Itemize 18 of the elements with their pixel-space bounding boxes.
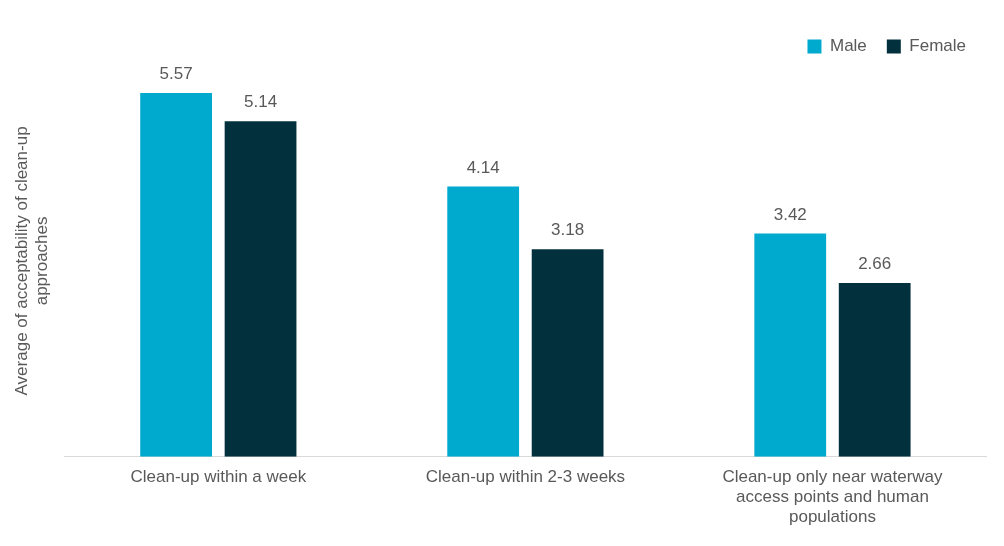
legend-label: Female xyxy=(909,36,966,56)
data-label: 2.66 xyxy=(858,254,892,274)
bar xyxy=(838,283,911,457)
x-tick-label: Clean-up only near waterway access points and human populations xyxy=(722,466,944,527)
y-axis-title: Average of acceptability of clean-up approaches xyxy=(11,126,52,396)
data-label: 3.18 xyxy=(551,220,585,240)
bar xyxy=(754,233,827,457)
bar xyxy=(531,249,604,457)
data-label: 5.57 xyxy=(159,64,193,84)
bar xyxy=(224,121,297,457)
bar xyxy=(447,186,520,457)
data-label: 3.42 xyxy=(773,204,807,224)
bar xyxy=(140,93,212,457)
x-tick-label: Clean-up within 2-3 weeks xyxy=(425,466,626,486)
data-label: 4.14 xyxy=(466,157,500,177)
x-tick-label: Clean-up within a week xyxy=(130,466,307,486)
legend-label: Male xyxy=(829,36,867,56)
data-label: 5.14 xyxy=(244,92,278,112)
